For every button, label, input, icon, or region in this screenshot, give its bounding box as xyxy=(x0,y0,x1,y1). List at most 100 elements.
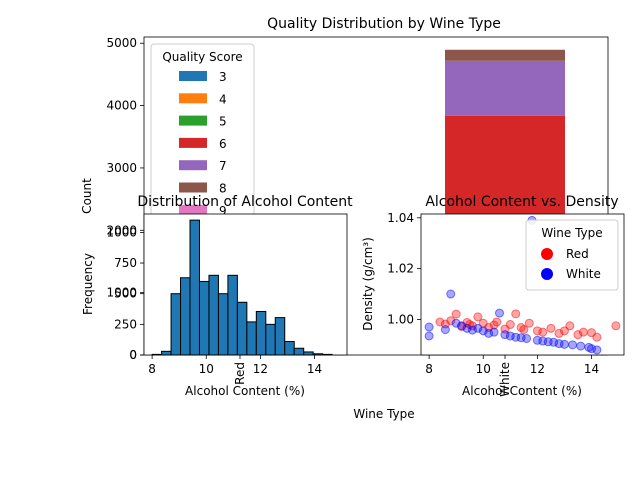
quality-legend-title: Quality Score xyxy=(162,50,242,64)
wine-legend-label: White xyxy=(566,267,601,281)
scatter-point-white xyxy=(462,323,472,333)
quality-xtick-label: Red xyxy=(233,362,247,385)
scatter-point-white xyxy=(424,322,434,332)
quality-legend-swatch xyxy=(179,115,207,126)
histogram-bar xyxy=(284,341,295,356)
quality-ytick-label: 4000 xyxy=(106,99,137,113)
scatter-point-white xyxy=(478,326,488,336)
histogram-ytick-label: 750 xyxy=(114,256,137,270)
scatter-point-red xyxy=(559,326,569,336)
histogram-bar xyxy=(293,347,305,356)
scatter-point-red xyxy=(519,325,529,335)
histogram-ytick-label: 0 xyxy=(129,348,137,362)
scatter-point-white xyxy=(576,341,586,351)
quality-legend-label: 9 xyxy=(219,204,227,218)
histogram-bar xyxy=(170,293,182,356)
stack-bar-white-q7 xyxy=(445,60,565,116)
scatter-point-white xyxy=(522,333,532,343)
scatter-point-red xyxy=(578,327,588,337)
scatter-point-white xyxy=(568,340,578,350)
scatter-xlabel: Alcohol Content (%) xyxy=(462,384,582,398)
histogram-bar xyxy=(227,274,238,356)
scatter-point-red xyxy=(592,332,602,342)
scatter-point-white xyxy=(500,330,510,340)
quality-legend-label: 4 xyxy=(219,92,227,106)
histogram-bar xyxy=(189,219,200,356)
histogram-xtick-label: 10 xyxy=(199,362,214,376)
quality-ytick-label: 5000 xyxy=(106,36,137,50)
histogram-ylabel: Frequency xyxy=(81,253,95,315)
histogram-bar xyxy=(208,274,219,356)
scatter-point-white xyxy=(446,289,456,299)
scatter-point-red xyxy=(492,317,502,327)
histogram-bar xyxy=(198,280,210,356)
histogram-ytick-label: 500 xyxy=(114,287,137,301)
scatter-point-white xyxy=(457,321,467,331)
scatter-ytick-label: 1.02 xyxy=(387,262,414,276)
quality-ytick-label: 0 xyxy=(129,348,137,362)
histogram-bar xyxy=(265,323,276,356)
histogram-bar xyxy=(274,317,286,356)
scatter-point-white xyxy=(484,328,494,338)
scatter-point-red xyxy=(446,316,456,326)
scatter-ylabel: Density (g/cm³) xyxy=(361,237,375,331)
quality-legend-swatch xyxy=(179,182,207,193)
density-scatter: 1.00 1.02 1.04 8 10 12 14 Alcohol Content vs.… xyxy=(361,194,625,398)
scatter-point-red xyxy=(565,321,575,331)
quality-legend-label: 7 xyxy=(219,159,227,173)
quality-legend-swatch xyxy=(179,160,207,171)
scatter-point-white xyxy=(592,345,602,355)
histogram-ytick-label: 250 xyxy=(114,317,137,331)
scatter-point-white xyxy=(451,318,461,328)
quality-legend-label: 5 xyxy=(219,115,227,129)
histogram-bar xyxy=(255,310,267,356)
histogram-bar xyxy=(161,350,172,356)
scatter-xtick-label: 14 xyxy=(584,362,599,376)
histogram-bar xyxy=(246,321,257,356)
quality-legend-swatch xyxy=(179,137,207,148)
scatter-point-red xyxy=(546,323,556,333)
quality-xtick-label: White xyxy=(498,362,512,397)
quality-chart-xlabel: Wine Type xyxy=(353,407,414,421)
alcohol-histogram: 0 250 500 750 1000 8 10 12 14 Distribution of A… xyxy=(81,194,353,398)
scatter-point-red xyxy=(573,330,583,340)
scatter-point-red xyxy=(505,320,515,330)
scatter-title: Alcohol Content vs. Density xyxy=(425,194,618,210)
quality-legend-label: 8 xyxy=(219,182,227,196)
scatter-xtick-label: 10 xyxy=(476,362,491,376)
wine-type-legend: Wine Type Red White xyxy=(525,219,619,291)
histogram-ytick-label: 1000 xyxy=(106,225,137,239)
quality-legend-swatch xyxy=(179,93,207,104)
scatter-point-white xyxy=(494,308,504,318)
quality-legend-swatch xyxy=(179,204,207,215)
quality-ytick-label: 3000 xyxy=(106,161,137,175)
wine-legend-marker xyxy=(541,248,553,260)
quality-legend-swatch xyxy=(179,71,207,81)
quality-legend-label: 3 xyxy=(219,70,227,84)
scatter-xtick-label: 8 xyxy=(425,362,433,376)
scatter-point-white xyxy=(489,327,499,337)
scatter-ytick-label: 1.00 xyxy=(387,312,414,326)
scatter-point-red xyxy=(532,326,542,336)
scatter-ytick-label: 1.04 xyxy=(387,211,414,225)
scatter-point-red xyxy=(554,328,564,338)
scatter-point-red xyxy=(538,327,548,337)
wine-legend-marker xyxy=(541,268,553,280)
wine-legend-title: Wine Type xyxy=(541,226,602,240)
histogram-bar xyxy=(217,293,229,356)
scatter-point-red xyxy=(611,321,621,331)
quality-legend-label: 6 xyxy=(219,137,227,151)
scatter-point-white xyxy=(559,339,569,349)
quality-ytick-label: 1000 xyxy=(106,286,137,300)
quality-chart-ylabel: Count xyxy=(80,178,94,214)
histogram-xtick-label: 8 xyxy=(148,362,156,376)
scatter-point-red xyxy=(473,312,483,322)
histogram-xtick-label: 12 xyxy=(253,362,268,376)
scatter-point-red xyxy=(435,317,445,327)
scatter-point-white xyxy=(467,325,477,335)
scatter-point-white xyxy=(440,325,450,335)
scatter-point-white xyxy=(424,331,434,341)
histogram-bar xyxy=(236,301,248,356)
quality-chart-title: Quality Distribution by Wine Type xyxy=(267,16,501,32)
